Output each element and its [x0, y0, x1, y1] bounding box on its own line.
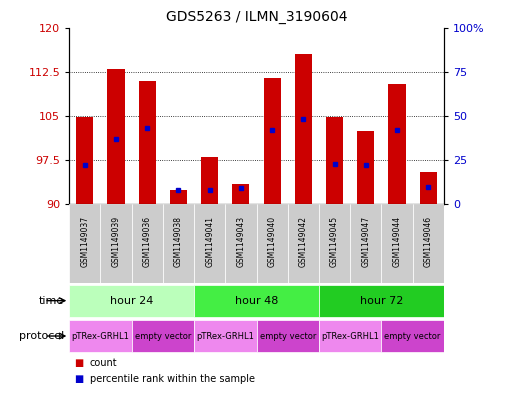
- Text: GSM1149042: GSM1149042: [299, 216, 308, 267]
- Text: GSM1149039: GSM1149039: [111, 216, 121, 267]
- Bar: [264, 77, 281, 204]
- Bar: [388, 83, 405, 204]
- Bar: [319, 285, 444, 317]
- Text: GSM1149037: GSM1149037: [81, 216, 89, 267]
- Text: pTRex-GRHL1: pTRex-GRHL1: [196, 332, 254, 340]
- Text: pTRex-GRHL1: pTRex-GRHL1: [71, 332, 129, 340]
- Text: GSM1149040: GSM1149040: [268, 216, 277, 267]
- Bar: [101, 204, 132, 283]
- Text: hour 72: hour 72: [360, 296, 403, 306]
- Bar: [288, 204, 319, 283]
- Text: percentile rank within the sample: percentile rank within the sample: [90, 374, 255, 384]
- Bar: [69, 285, 194, 317]
- Title: GDS5263 / ILMN_3190604: GDS5263 / ILMN_3190604: [166, 10, 347, 24]
- Text: protocol: protocol: [19, 331, 64, 341]
- Text: GSM1149036: GSM1149036: [143, 216, 152, 267]
- Bar: [139, 81, 156, 204]
- Bar: [326, 117, 343, 204]
- Bar: [381, 320, 444, 352]
- Bar: [420, 172, 437, 204]
- Bar: [194, 320, 256, 352]
- Text: time: time: [39, 296, 64, 306]
- Bar: [319, 320, 381, 352]
- Text: hour 24: hour 24: [110, 296, 153, 306]
- Bar: [225, 204, 256, 283]
- Text: GSM1149047: GSM1149047: [361, 216, 370, 267]
- Bar: [170, 189, 187, 204]
- Bar: [350, 204, 381, 283]
- Text: GSM1149046: GSM1149046: [424, 216, 432, 267]
- Text: GSM1149045: GSM1149045: [330, 216, 339, 267]
- Text: GSM1149038: GSM1149038: [174, 216, 183, 267]
- Bar: [295, 54, 312, 204]
- Bar: [108, 69, 125, 204]
- Bar: [256, 204, 288, 283]
- Bar: [132, 320, 194, 352]
- Bar: [232, 184, 249, 204]
- Bar: [357, 130, 374, 204]
- Bar: [319, 204, 350, 283]
- Text: GSM1149043: GSM1149043: [236, 216, 245, 267]
- Text: empty vector: empty vector: [384, 332, 441, 340]
- Text: empty vector: empty vector: [260, 332, 316, 340]
- Text: count: count: [90, 358, 117, 368]
- Bar: [76, 117, 93, 204]
- Bar: [69, 204, 101, 283]
- Bar: [201, 157, 218, 204]
- Bar: [69, 320, 132, 352]
- Text: GSM1149041: GSM1149041: [205, 216, 214, 267]
- Bar: [381, 204, 412, 283]
- Text: ■: ■: [74, 358, 84, 368]
- Text: hour 48: hour 48: [235, 296, 278, 306]
- Text: empty vector: empty vector: [135, 332, 191, 340]
- Text: pTRex-GRHL1: pTRex-GRHL1: [321, 332, 379, 340]
- Bar: [412, 204, 444, 283]
- Bar: [194, 285, 319, 317]
- Bar: [256, 320, 319, 352]
- Text: ■: ■: [74, 374, 84, 384]
- Bar: [163, 204, 194, 283]
- Bar: [194, 204, 225, 283]
- Text: GSM1149044: GSM1149044: [392, 216, 402, 267]
- Bar: [132, 204, 163, 283]
